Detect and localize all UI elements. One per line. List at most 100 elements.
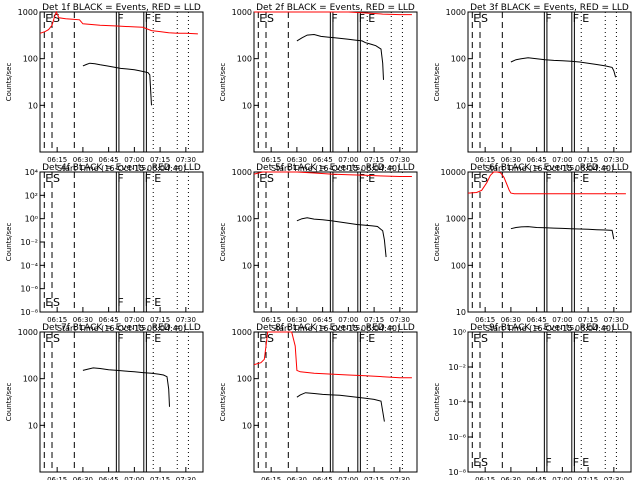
x-tick-label: 06:45 — [527, 476, 547, 480]
x-tick-label: 06:45 — [313, 316, 333, 324]
marker-label: E — [259, 332, 266, 345]
x-tick-label: 07:15 — [578, 156, 598, 164]
y-tick-label: 10⁻⁸ — [448, 468, 466, 477]
y-tick-label: 100 — [451, 55, 466, 64]
x-tick-label: 07:30 — [176, 316, 196, 324]
x-tick-label: 07:00 — [552, 316, 572, 324]
x-tick-label: 06:30 — [501, 316, 521, 324]
marker-label: F — [331, 332, 337, 345]
marker-label: F — [331, 172, 337, 185]
x-tick-label: 07:30 — [390, 156, 410, 164]
x-tick-label: 07:00 — [552, 476, 572, 480]
panel-title: Det 8f BLACK = Events, RED = LLD — [256, 323, 415, 333]
series-lld — [253, 171, 412, 177]
y-tick-label: 10 — [456, 308, 466, 317]
x-tick-label: 07:00 — [124, 476, 144, 480]
x-tick-label: 07:30 — [604, 316, 624, 324]
y-tick-label: 100 — [237, 215, 252, 224]
y-tick-label: 10 — [28, 421, 38, 430]
y-tick-label: 10⁴ — [25, 168, 38, 177]
x-tick-label: 07:15 — [364, 156, 384, 164]
x-tick-label: 06:15 — [261, 156, 281, 164]
x-tick-label: 07:15 — [150, 156, 170, 164]
marker-label: S — [53, 332, 60, 345]
x-tick-label: 07:15 — [150, 476, 170, 480]
marker-label: F — [545, 12, 551, 25]
y-tick-label: 10⁻² — [448, 363, 466, 372]
marker-label: F — [359, 172, 365, 185]
x-tick-label: 07:15 — [364, 476, 384, 480]
marker-label: F — [573, 456, 579, 469]
marker-label: E — [45, 332, 52, 345]
x-tick-label: 06:45 — [99, 316, 119, 324]
marker-label: S — [267, 172, 274, 185]
y-tick-label: 1000 — [232, 8, 252, 17]
marker-label: E — [368, 12, 375, 25]
x-tick-label: 06:15 — [475, 476, 495, 480]
y-tick-label: 10² — [25, 191, 38, 200]
x-tick-label: 07:00 — [124, 316, 144, 324]
x-tick-label: 06:15 — [47, 476, 67, 480]
x-axis-label: Start Time (16-Oct-15 06:04:40) — [57, 164, 186, 173]
marker-label: E — [368, 172, 375, 185]
marker-label: S — [53, 12, 60, 25]
marker-label: F — [359, 332, 365, 345]
x-tick-label: 07:30 — [176, 156, 196, 164]
panel-5: Det 5f BLACK = Events, RED = LLD Counts/s… — [219, 163, 418, 333]
x-tick-label: 06:45 — [527, 316, 547, 324]
x-tick-label: 07:00 — [338, 476, 358, 480]
y-tick-label: 10 — [242, 421, 252, 430]
x-tick-label: 06:45 — [313, 156, 333, 164]
marker-label: F — [573, 172, 579, 185]
x-tick-label: 07:00 — [338, 316, 358, 324]
panel-9: Det 9f BLACK = Events, RED = LLD Counts/s… — [433, 323, 632, 480]
plot-frame — [253, 11, 418, 153]
marker-label: E — [473, 172, 480, 185]
marker-label: F — [117, 296, 123, 309]
marker-label: F — [545, 332, 551, 345]
marker-label: F — [145, 296, 151, 309]
series-lld — [254, 11, 412, 16]
y-axis-label: Counts/sec — [5, 63, 13, 102]
x-tick-label: 07:30 — [604, 156, 624, 164]
x-tick-label: 06:15 — [475, 316, 495, 324]
y-axis-label: Counts/sec — [433, 383, 441, 422]
marker-label: F — [117, 332, 123, 345]
plot-frame — [39, 331, 204, 473]
x-tick-label: 06:30 — [287, 476, 307, 480]
marker-label: E — [582, 12, 589, 25]
marker-label: S — [53, 296, 60, 309]
series-events — [296, 217, 387, 258]
x-tick-label: 06:30 — [73, 156, 93, 164]
y-tick-label: 10⁻⁴ — [20, 261, 38, 270]
panel-title: Det 5f BLACK = Events, RED = LLD — [256, 163, 415, 173]
plot-frame — [253, 171, 418, 313]
marker-label: E — [582, 456, 589, 469]
x-tick-label: 06:30 — [287, 316, 307, 324]
y-tick-label: 100 — [237, 375, 252, 384]
series-lld — [467, 171, 626, 195]
y-tick-label: 10⁰ — [453, 328, 466, 337]
plot-frame — [253, 331, 418, 473]
plot-frame — [39, 171, 204, 313]
series-events — [510, 226, 615, 240]
y-axis-label: Counts/sec — [219, 63, 227, 102]
marker-label: F — [331, 12, 337, 25]
x-tick-label: 07:15 — [578, 476, 598, 480]
marker-label: F — [117, 172, 123, 185]
series-lld — [39, 10, 198, 35]
panel-1: Det 1f BLACK = Events, RED = LLD Counts/s… — [5, 3, 204, 173]
x-tick-label: 06:15 — [47, 316, 67, 324]
y-tick-label: 10⁻⁴ — [448, 398, 466, 407]
marker-label: E — [154, 332, 161, 345]
x-tick-label: 07:30 — [390, 316, 410, 324]
panel-title: Det 3f BLACK = Events, RED = LLD — [470, 3, 629, 13]
y-tick-label: 1000 — [446, 215, 466, 224]
x-axis-label: Start Time (16-Oct-15 06:04:40) — [57, 324, 186, 333]
panel-title: Det 4f BLACK = Events, RED = LLD — [42, 163, 201, 173]
marker-label: E — [154, 12, 161, 25]
y-tick-label: 100 — [23, 55, 38, 64]
x-tick-label: 06:15 — [261, 476, 281, 480]
y-tick-label: 10⁰ — [25, 215, 38, 224]
y-tick-label: 100 — [451, 261, 466, 270]
